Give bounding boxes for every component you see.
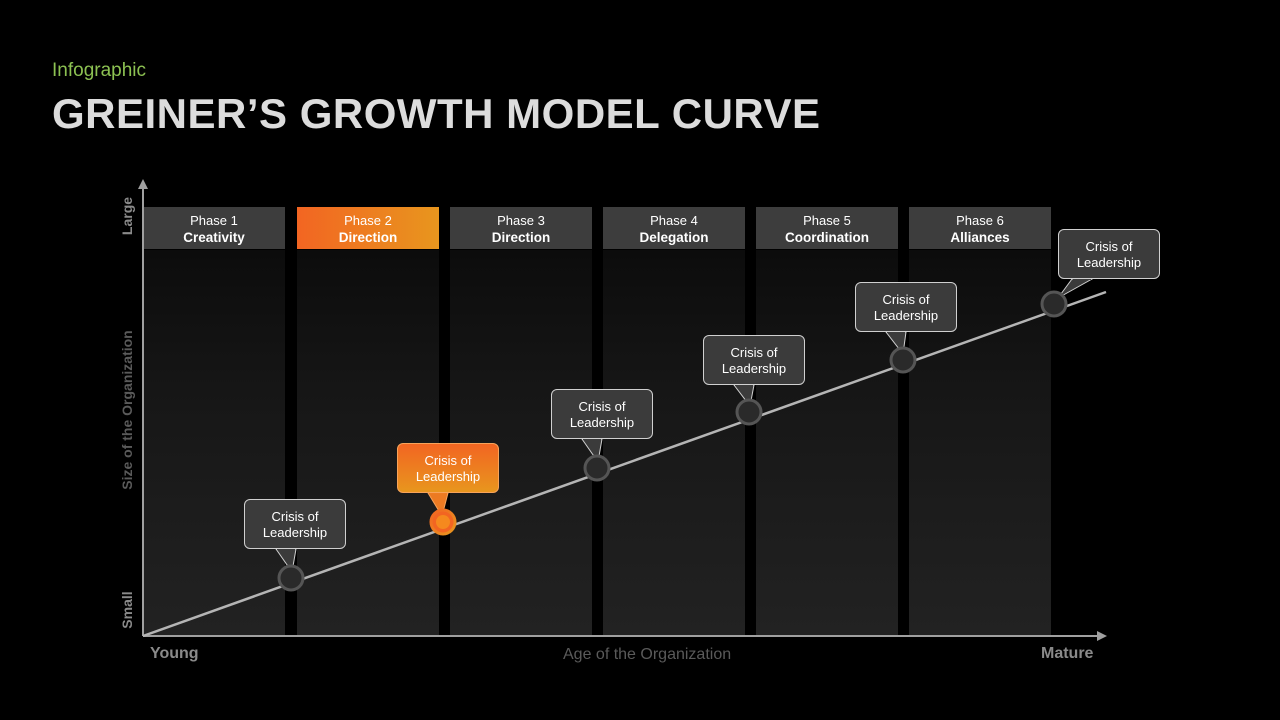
callout-line1: Crisis of: [424, 453, 472, 468]
phase-name: Creativity: [183, 230, 245, 245]
crisis-marker-6: [1040, 290, 1068, 318]
phase-header-1: Phase 1 Creativity: [143, 207, 285, 249]
crisis-callout-2: Crisis of Leadership: [397, 443, 499, 493]
crisis-callout-5: Crisis of Leadership: [855, 282, 957, 332]
phase-header-3: Phase 3 Direction: [450, 207, 592, 249]
phase-number: Phase 4: [650, 213, 698, 228]
callout-line1: Crisis of: [730, 345, 778, 360]
phase-name: Direction: [491, 230, 551, 245]
phase-number: Phase 2: [344, 213, 392, 228]
phase-number: Phase 1: [190, 213, 238, 228]
x-axis-title: Age of the Organization: [563, 646, 732, 663]
phase-name: Alliances: [950, 230, 1010, 245]
crisis-marker-3: [583, 454, 611, 482]
callout-line1: Crisis of: [271, 509, 319, 524]
kicker-label: Infographic: [52, 60, 147, 81]
x-axis-right-label: Mature: [1041, 645, 1094, 662]
y-axis-bottom-label: Small: [119, 591, 135, 629]
crisis-marker-5: [889, 346, 917, 374]
phase-number: Phase 3: [497, 213, 545, 228]
y-axis-top-label: Large: [119, 196, 135, 236]
y-axis-title: Size of the Organization: [119, 330, 135, 490]
phase-header-6: Phase 6 Alliances: [909, 207, 1051, 249]
crisis-callout-3: Crisis of Leadership: [551, 389, 653, 439]
callout-line2: Leadership: [415, 469, 481, 484]
crisis-callout-6: Crisis of Leadership: [1058, 229, 1160, 279]
crisis-marker-4: [735, 398, 763, 426]
phase-name: Coordination: [785, 230, 869, 245]
crisis-marker-2: [429, 508, 457, 536]
callout-line1: Crisis of: [578, 399, 626, 414]
x-axis-left-label: Young: [150, 645, 199, 662]
phase-header-5: Phase 5 Coordination: [756, 207, 898, 249]
callout-line2: Leadership: [569, 415, 635, 430]
phase-column-4: [603, 250, 745, 636]
phase-header-2: Phase 2 Direction: [297, 207, 439, 249]
callout-line2: Leadership: [262, 525, 328, 540]
phase-column-1: [143, 250, 285, 636]
y-axis-arrow: [138, 179, 148, 189]
phase-name: Delegation: [639, 230, 709, 245]
page-title: GREINER’S GROWTH MODEL CURVE: [52, 90, 821, 137]
phase-number: Phase 6: [956, 213, 1004, 228]
crisis-callout-4: Crisis of Leadership: [703, 335, 805, 385]
x-axis-arrow: [1097, 631, 1107, 641]
callout-line1: Crisis of: [1085, 239, 1133, 254]
callout-line1: Crisis of: [882, 292, 930, 307]
crisis-marker-1: [277, 564, 305, 592]
phase-number: Phase 5: [803, 213, 851, 228]
callout-line2: Leadership: [721, 361, 787, 376]
crisis-callout-1: Crisis of Leadership: [244, 499, 346, 549]
callout-line2: Leadership: [1076, 255, 1142, 270]
phase-header-4: Phase 4 Delegation: [603, 207, 745, 249]
callout-line2: Leadership: [873, 308, 939, 323]
phase-name: Direction: [338, 230, 398, 245]
